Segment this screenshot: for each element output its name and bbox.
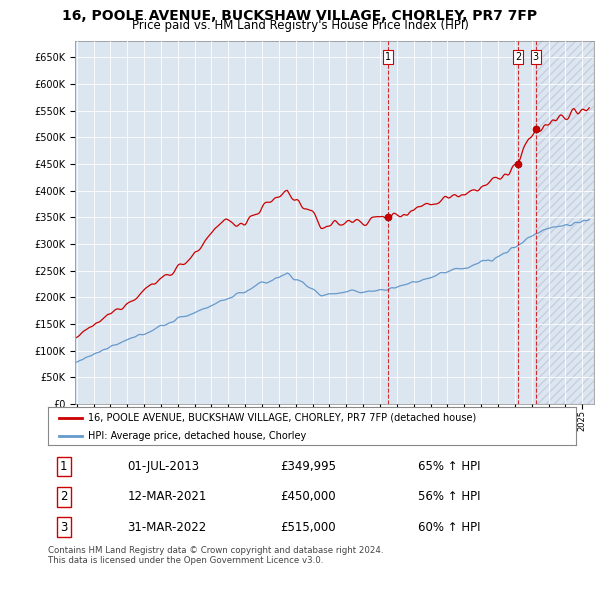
Text: HPI: Average price, detached house, Chorley: HPI: Average price, detached house, Chor… (88, 431, 306, 441)
Text: 2: 2 (60, 490, 68, 503)
Text: 1: 1 (60, 460, 68, 473)
Text: 65% ↑ HPI: 65% ↑ HPI (418, 460, 480, 473)
Text: 56% ↑ HPI: 56% ↑ HPI (418, 490, 480, 503)
Text: 01-JUL-2013: 01-JUL-2013 (127, 460, 199, 473)
Text: Price paid vs. HM Land Registry's House Price Index (HPI): Price paid vs. HM Land Registry's House … (131, 19, 469, 32)
Text: 12-MAR-2021: 12-MAR-2021 (127, 490, 206, 503)
Text: 3: 3 (60, 520, 68, 533)
Text: 31-MAR-2022: 31-MAR-2022 (127, 520, 206, 533)
Text: 16, POOLE AVENUE, BUCKSHAW VILLAGE, CHORLEY, PR7 7FP (detached house): 16, POOLE AVENUE, BUCKSHAW VILLAGE, CHOR… (88, 413, 476, 423)
Text: Contains HM Land Registry data © Crown copyright and database right 2024.
This d: Contains HM Land Registry data © Crown c… (48, 546, 383, 565)
Text: £450,000: £450,000 (280, 490, 336, 503)
Text: 1: 1 (385, 53, 391, 63)
Text: £349,995: £349,995 (280, 460, 337, 473)
Text: £515,000: £515,000 (280, 520, 336, 533)
Text: 3: 3 (533, 53, 539, 63)
Text: 60% ↑ HPI: 60% ↑ HPI (418, 520, 480, 533)
Text: 2: 2 (515, 53, 521, 63)
Text: 16, POOLE AVENUE, BUCKSHAW VILLAGE, CHORLEY, PR7 7FP: 16, POOLE AVENUE, BUCKSHAW VILLAGE, CHOR… (62, 9, 538, 23)
